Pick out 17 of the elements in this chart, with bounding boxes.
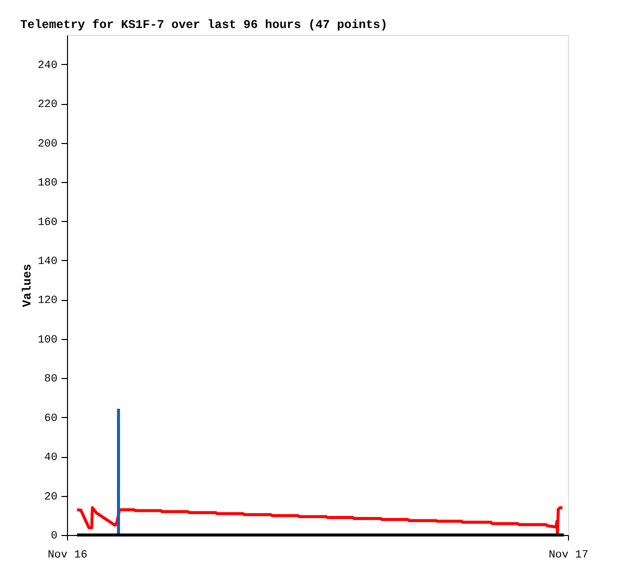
chart-title: Telemetry for KS1F-7 over last 96 hours (47 points) [20, 18, 388, 32]
y-tick-label: 200 [38, 138, 58, 150]
y-tick-label: 180 [38, 178, 58, 190]
y-tick-label: 100 [38, 334, 58, 346]
y-tick-label: 40 [44, 452, 58, 464]
y-tick-label: 120 [38, 295, 58, 308]
y-tick-label: 240 [38, 60, 58, 72]
y-axis-title: Values [20, 264, 35, 308]
y-tick-label: 80 [44, 374, 58, 386]
y-tick-label: 20 [44, 491, 58, 504]
y-tick-label: 160 [38, 216, 58, 229]
x-tick-label: Nov 16 [48, 550, 88, 562]
y-tick-label: 220 [38, 99, 58, 112]
x-tick-label: Nov 17 [548, 550, 588, 562]
y-tick-label: 140 [38, 256, 58, 268]
y-tick-label: 60 [44, 412, 58, 425]
y-tick-label: 0 [50, 530, 58, 542]
